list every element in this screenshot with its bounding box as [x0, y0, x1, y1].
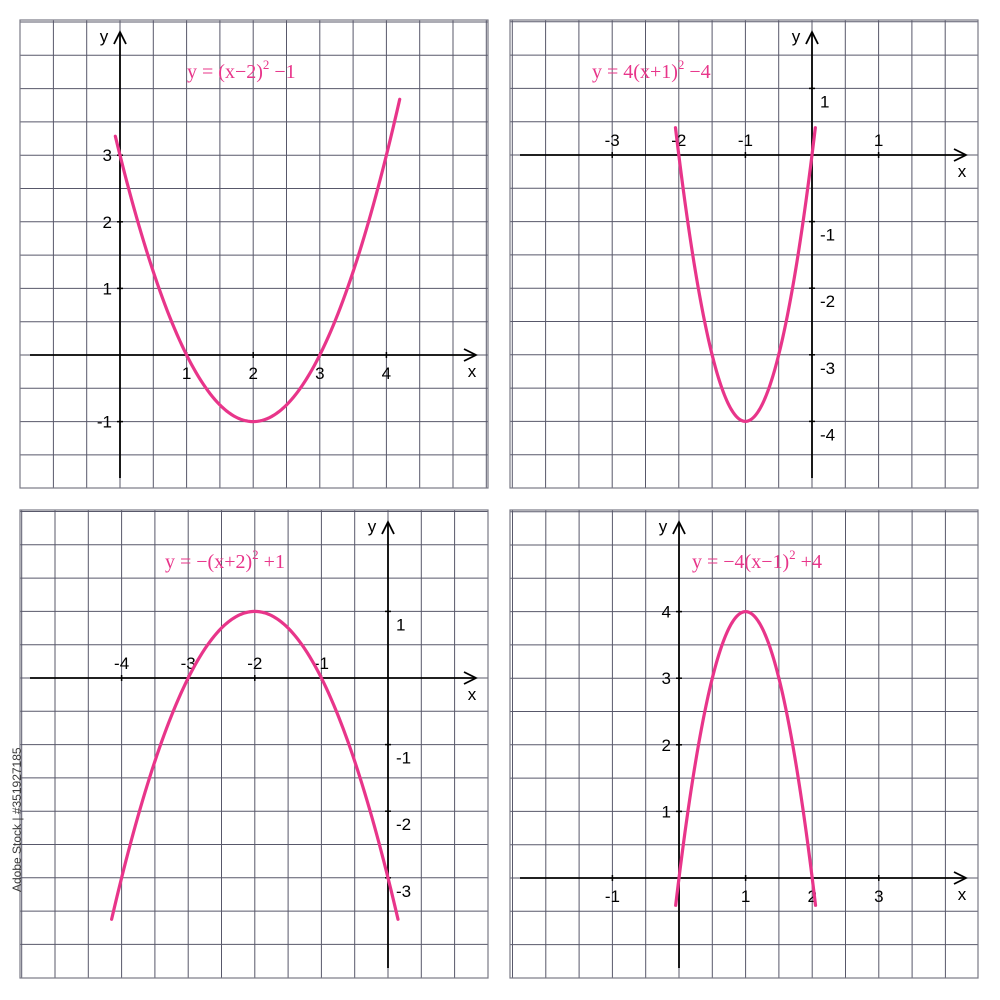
- graph-panel-2: xy-3 -2 -1 1-4-3-2-11y = 4(x+1)2 −4: [509, 19, 979, 489]
- y-tick-label: 1: [662, 802, 671, 821]
- parabola-curve: [673, 126, 817, 424]
- equation-title: y = −4(x−1)2 +4: [692, 547, 822, 573]
- equation-title: y = −(x+2)2 +1: [165, 547, 285, 573]
- graph-panel-4: x y -1 1 2 3 1 2 3 4 y = −4(x−1)2 +4: [509, 509, 979, 979]
- y-tick-label: -1: [820, 226, 835, 245]
- y-tick-label: 1: [820, 92, 829, 111]
- x-axis-arrow: [953, 871, 969, 885]
- y-tick-label: -4: [820, 425, 835, 444]
- y-tick-label: 1: [103, 279, 112, 298]
- panel-frame: [19, 509, 489, 979]
- y-axis-arrow: [805, 29, 819, 45]
- x-tick-label: -4: [114, 654, 129, 673]
- x-tick-label: 1: [874, 131, 883, 150]
- x-tick-label: -1: [605, 887, 620, 906]
- x-axis-label: x: [958, 162, 967, 181]
- x-axis-arrow: [463, 671, 479, 685]
- x-tick-label: 2: [807, 887, 816, 906]
- panel-frame: [509, 19, 979, 489]
- side-caption: Adobe Stock | #351927185: [10, 747, 24, 892]
- y-tick-label: -1: [396, 749, 411, 768]
- y-axis-label: y: [368, 517, 377, 536]
- grid: [20, 510, 488, 978]
- x-tick-label: 3: [874, 887, 883, 906]
- y-tick-label: 3: [103, 146, 112, 165]
- y-tick-label: 2: [662, 736, 671, 755]
- y-tick-label: 1: [396, 615, 405, 634]
- y-axis-label: y: [100, 27, 109, 46]
- x-tick-label: 4: [382, 364, 391, 383]
- equation-title: y = 4(x+1)2 −4: [592, 57, 711, 83]
- x-tick-label: 2: [248, 364, 257, 383]
- y-tick-label: -1: [97, 413, 112, 432]
- grid: [510, 510, 978, 978]
- x-axis-label: x: [958, 885, 967, 904]
- panel-frame: [19, 19, 489, 489]
- x-axis-label: x: [468, 362, 477, 381]
- x-tick-label: 1: [182, 364, 191, 383]
- x-axis-arrow: [463, 348, 479, 362]
- grid: [20, 20, 488, 488]
- y-tick-label: -3: [820, 359, 835, 378]
- equation-title: y = (x−2)2 −1: [187, 57, 296, 83]
- x-tick-label: 1: [741, 887, 750, 906]
- x-axis-label: x: [468, 685, 477, 704]
- x-tick-label: -2: [247, 654, 262, 673]
- x-axis-arrow: [953, 148, 969, 162]
- y-axis-arrow: [672, 519, 686, 535]
- parabola-curve: [110, 609, 400, 921]
- y-tick-label: 4: [662, 603, 671, 622]
- parabola-curve: [674, 609, 818, 907]
- y-axis-label: y: [792, 27, 801, 46]
- y-axis-label: y: [659, 517, 668, 536]
- x-tick-label: -3: [605, 131, 620, 150]
- x-tick-label: 3: [315, 364, 324, 383]
- y-axis-arrow: [381, 519, 395, 535]
- panel-frame: [509, 509, 979, 979]
- grid: [510, 20, 978, 488]
- graph-panel-1: x y 1 2 3 4 -1 1 2 3 y = (x−2)2 −1: [19, 19, 489, 489]
- y-tick-label: -2: [396, 815, 411, 834]
- x-tick-label: -1: [738, 131, 753, 150]
- parabola-curve: [113, 97, 402, 424]
- y-tick-label: -2: [820, 292, 835, 311]
- y-tick-label: 2: [103, 213, 112, 232]
- y-tick-label: -3: [396, 882, 411, 901]
- y-tick-label: 3: [662, 669, 671, 688]
- y-axis-arrow: [113, 29, 127, 45]
- graph-panel-3: xy-4 -3 -2 -1-3-2-11y = −(x+2)2 +1: [19, 509, 489, 979]
